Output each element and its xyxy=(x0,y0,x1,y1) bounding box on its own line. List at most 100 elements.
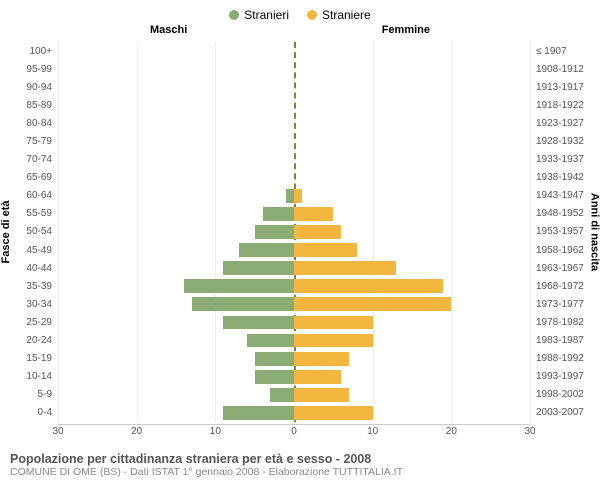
age-tick-left: 85-89 xyxy=(26,100,58,111)
legend-item-female: Straniere xyxy=(307,8,371,22)
birth-tick-right: 1968-1972 xyxy=(530,281,584,292)
age-tick-left: 25-29 xyxy=(26,317,58,328)
legend-label-male: Stranieri xyxy=(244,8,289,22)
bar-area xyxy=(58,187,530,205)
bar-area xyxy=(58,169,530,187)
age-tick-left: 15-19 xyxy=(26,353,58,364)
age-tick-left: 55-59 xyxy=(26,208,58,219)
birth-tick-right: 1963-1967 xyxy=(530,263,584,274)
y-axis-left-title: Fasce di età xyxy=(0,201,12,264)
x-tick: 30 xyxy=(524,426,535,437)
bar-male xyxy=(184,279,294,293)
age-row: 90-941913-1917 xyxy=(58,78,530,96)
age-tick-left: 75-79 xyxy=(26,136,58,147)
age-row: 0-42003-2007 xyxy=(58,404,530,422)
bar-female xyxy=(294,352,349,366)
bar-area xyxy=(58,96,530,114)
y-axis-right-title: Anni di nascita xyxy=(588,193,600,271)
x-tick: 20 xyxy=(131,426,142,437)
legend: Stranieri Straniere xyxy=(10,8,590,22)
birth-tick-right: 1953-1957 xyxy=(530,226,584,237)
bar-male xyxy=(247,334,294,348)
age-row: 65-691938-1942 xyxy=(58,169,530,187)
plot-area: Fasce di età Anni di nascita 100+≤ 19079… xyxy=(10,42,590,422)
age-tick-left: 50-54 xyxy=(26,226,58,237)
age-tick-left: 40-44 xyxy=(26,263,58,274)
bar-area xyxy=(58,223,530,241)
age-row: 55-591948-1952 xyxy=(58,205,530,223)
bar-area xyxy=(58,114,530,132)
bar-area xyxy=(58,404,530,422)
bar-male xyxy=(223,316,294,330)
column-header-right: Femmine xyxy=(382,24,430,36)
age-row: 100+≤ 1907 xyxy=(58,42,530,60)
birth-tick-right: 2003-2007 xyxy=(530,407,584,418)
age-tick-left: 35-39 xyxy=(26,281,58,292)
population-pyramid-chart: Stranieri Straniere Maschi Femmine Fasce… xyxy=(0,0,600,500)
age-row: 50-541953-1957 xyxy=(58,223,530,241)
age-tick-left: 70-74 xyxy=(26,154,58,165)
age-row: 10-141993-1997 xyxy=(58,368,530,386)
age-tick-left: 60-64 xyxy=(26,190,58,201)
legend-label-female: Straniere xyxy=(322,8,371,22)
bar-area xyxy=(58,295,530,313)
age-row: 45-491958-1962 xyxy=(58,241,530,259)
age-row: 60-641943-1947 xyxy=(58,187,530,205)
x-tick: 0 xyxy=(291,426,297,437)
bar-area xyxy=(58,60,530,78)
x-tick: 10 xyxy=(367,426,378,437)
bar-area xyxy=(58,151,530,169)
bar-area xyxy=(58,332,530,350)
x-axis-ticks: 3020100102030 xyxy=(58,424,530,446)
x-tick: 30 xyxy=(52,426,63,437)
bar-area xyxy=(58,350,530,368)
age-tick-left: 45-49 xyxy=(26,245,58,256)
birth-tick-right: 1928-1932 xyxy=(530,136,584,147)
birth-tick-right: 1998-2002 xyxy=(530,389,584,400)
age-tick-left: 65-69 xyxy=(26,172,58,183)
birth-tick-right: 1948-1952 xyxy=(530,208,584,219)
birth-tick-right: 1943-1947 xyxy=(530,190,584,201)
age-tick-left: 100+ xyxy=(29,46,58,57)
bar-male xyxy=(263,207,294,221)
bar-area xyxy=(58,78,530,96)
birth-tick-right: 1923-1927 xyxy=(530,118,584,129)
bar-male xyxy=(239,243,294,257)
age-tick-left: 80-84 xyxy=(26,118,58,129)
age-row: 70-741933-1937 xyxy=(58,151,530,169)
legend-swatch-male xyxy=(229,10,239,20)
bar-area xyxy=(58,241,530,259)
bar-female xyxy=(294,261,396,275)
age-row: 75-791928-1932 xyxy=(58,132,530,150)
legend-item-male: Stranieri xyxy=(229,8,289,22)
birth-tick-right: 1958-1962 xyxy=(530,245,584,256)
bar-area xyxy=(58,313,530,331)
bar-male xyxy=(223,261,294,275)
bar-male xyxy=(286,189,294,203)
bar-area xyxy=(58,259,530,277)
bar-male xyxy=(223,406,294,420)
birth-tick-right: 1988-1992 xyxy=(530,353,584,364)
bar-female xyxy=(294,406,373,420)
age-row: 5-91998-2002 xyxy=(58,386,530,404)
birth-tick-right: 1993-1997 xyxy=(530,371,584,382)
age-row: 30-341973-1977 xyxy=(58,295,530,313)
bar-area xyxy=(58,277,530,295)
age-tick-left: 90-94 xyxy=(26,82,58,93)
birth-tick-right: ≤ 1907 xyxy=(530,46,567,57)
age-row: 25-291978-1982 xyxy=(58,313,530,331)
bar-area xyxy=(58,386,530,404)
birth-tick-right: 1913-1917 xyxy=(530,82,584,93)
column-headers: Maschi Femmine xyxy=(10,24,590,40)
chart-footer: Popolazione per cittadinanza straniera p… xyxy=(10,452,590,478)
age-tick-left: 5-9 xyxy=(38,389,58,400)
age-tick-left: 95-99 xyxy=(26,64,58,75)
x-tick: 20 xyxy=(446,426,457,437)
birth-tick-right: 1938-1942 xyxy=(530,172,584,183)
birth-tick-right: 1983-1987 xyxy=(530,335,584,346)
x-axis: 3020100102030 xyxy=(10,424,590,446)
rows: 100+≤ 190795-991908-191290-941913-191785… xyxy=(58,42,530,422)
bar-area xyxy=(58,132,530,150)
bar-female xyxy=(294,388,349,402)
birth-tick-right: 1978-1982 xyxy=(530,317,584,328)
